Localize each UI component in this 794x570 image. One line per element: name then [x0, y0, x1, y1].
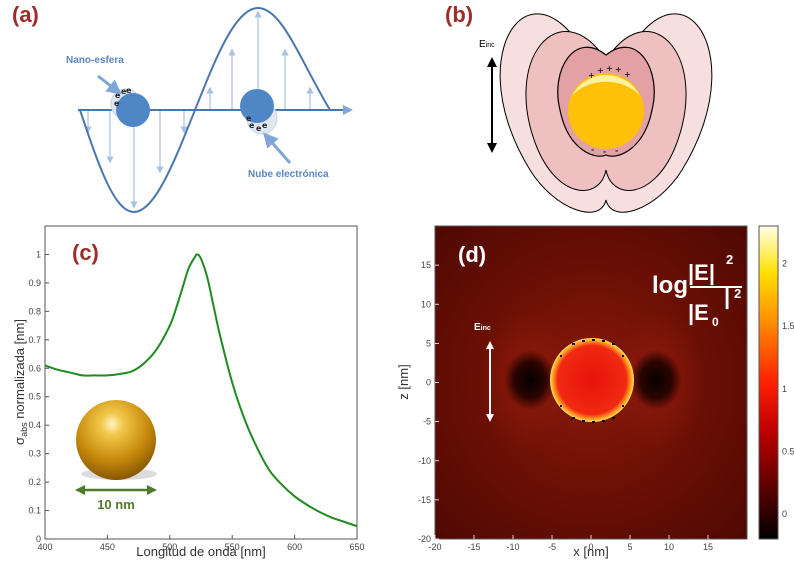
x-tick-label: 400	[37, 542, 52, 552]
svg-text:e: e	[262, 121, 268, 130]
scale-label: 10 nm	[97, 497, 135, 512]
axis-ticks-d: -20 -15 -10 -5 0 5 10 15 15 10 5 0 -5 -10 -15 -20	[418, 260, 713, 552]
charge-plus-5: +	[624, 70, 631, 79]
y-tick-label: 15	[421, 260, 431, 270]
y-tick-label: 0.8	[28, 306, 41, 316]
y-tick-label: -15	[418, 495, 431, 505]
x-tick-label: -10	[506, 542, 519, 552]
svg-text:e: e	[121, 87, 127, 96]
charge-plus-2: +	[597, 66, 604, 75]
y-tick-label: 0.9	[28, 278, 41, 288]
svg-text:e: e	[256, 124, 262, 133]
formula-numerator: |E|	[688, 260, 715, 285]
svg-text:e: e	[249, 121, 255, 130]
charge-minus-2: -	[603, 147, 606, 156]
x-tick-label: 550	[225, 542, 240, 552]
nanosphere-pointer	[97, 74, 122, 95]
panel-c-label: (c)	[72, 240, 99, 265]
x-tick-label: -20	[428, 542, 441, 552]
electron-cloud-pointer	[263, 132, 292, 164]
x-axis-label-d: x [nm]	[573, 544, 608, 559]
formula-den-sub: 0	[712, 315, 719, 329]
svg-text:|: |	[724, 284, 730, 309]
x-tick-label: 500	[162, 542, 177, 552]
colorbar-tick-label: 1	[782, 384, 787, 394]
y-tick-label: 0.1	[28, 506, 41, 516]
svg-text:e: e	[114, 99, 120, 108]
charge-minus-3: -	[615, 146, 618, 155]
formula-exp-bottom: 2	[734, 286, 741, 301]
y-tick-label: 0.4	[28, 420, 41, 430]
svg-text:e: e	[115, 91, 121, 100]
charge-plus-4: +	[615, 65, 622, 74]
axis-ticks-c: 400 450 500 550 600 650 0 0.1 0.2 0.3 0.4 0.5 0.6 0.7…	[28, 249, 364, 552]
charge-minus-1: -	[591, 145, 594, 154]
y-tick-label: 10	[421, 299, 431, 309]
y-axis-label-d: z [nm]	[396, 364, 411, 399]
y-tick-label: 0.3	[28, 449, 41, 459]
y-tick-label: -5	[423, 417, 431, 427]
svg-text:e: e	[126, 86, 132, 95]
x-tick-label: 10	[664, 542, 674, 552]
formula: log |E| 2 |E 0 | 2	[652, 252, 742, 329]
colorbar	[758, 225, 779, 540]
y-tick-label: 0.6	[28, 363, 41, 373]
x-tick-label: 650	[349, 542, 364, 552]
charge-plus-1: +	[588, 71, 595, 80]
formula-log: log	[652, 272, 688, 299]
y-tick-label: 0	[426, 378, 431, 388]
gold-sphere	[568, 73, 644, 149]
y-tick-label: 0.2	[28, 477, 41, 487]
panel-d-label: (d)	[458, 242, 486, 267]
panel-a-label: (a)	[12, 2, 39, 27]
y-tick-label: 0.7	[28, 335, 41, 345]
charge-plus-3: +	[606, 64, 613, 73]
x-tick-label: -5	[548, 542, 556, 552]
sphere-field	[550, 338, 634, 422]
colorbar-tick-label: 1.5	[782, 321, 794, 331]
colorbar-tick-label: 2	[782, 259, 787, 269]
surface-dots	[560, 339, 624, 423]
svg-text:e: e	[246, 114, 252, 123]
x-tick-label: 5	[627, 542, 632, 552]
einc-label-b: Einc	[479, 39, 495, 50]
plot-frame-c	[44, 225, 358, 540]
panel-c: 400 450 500 550 600 650 0 0.1 0.2 0.3 0.4 0.5 0.6 0.7…	[12, 225, 365, 559]
dark-lobe-left	[504, 350, 556, 410]
panel-b: (b) + + + + + - - - Einc	[445, 2, 713, 213]
nanosphere-label: Nano-esfera	[66, 55, 124, 66]
y-axis-label-c: σabs normalizada [nm]	[12, 319, 29, 445]
x-axis-label-c: Longitud de onda [nm]	[136, 544, 265, 559]
x-tick-label: 15	[703, 542, 713, 552]
formula-exp-top: 2	[726, 252, 733, 267]
panel-b-label: (b)	[445, 2, 473, 27]
absorption-curve	[44, 253, 358, 528]
x-tick-label: 450	[100, 542, 115, 552]
y-tick-label: 0	[36, 534, 41, 544]
x-tick-label: 600	[287, 542, 302, 552]
y-tick-label: 5	[426, 338, 431, 348]
dark-lobe-right	[630, 350, 682, 410]
einc-label-d: Einc	[474, 322, 491, 333]
y-tick-label: 1	[36, 249, 41, 259]
colorbar-tick-label: 0	[782, 509, 787, 519]
y-tick-label: -20	[418, 534, 431, 544]
colorbar-tick-label: 0.5	[782, 446, 794, 456]
x-tick-label: -15	[467, 542, 480, 552]
x-tick-label: 0	[588, 542, 593, 552]
gold-nanosphere	[76, 400, 156, 480]
formula-denominator: |E	[688, 300, 709, 325]
electron-cloud-label: Nube electrónica	[248, 169, 329, 180]
y-tick-label: -10	[418, 456, 431, 466]
colorbar-ticks: 2 1.5 1 0.5 0	[782, 259, 794, 519]
y-tick-label: 0.5	[28, 392, 41, 402]
